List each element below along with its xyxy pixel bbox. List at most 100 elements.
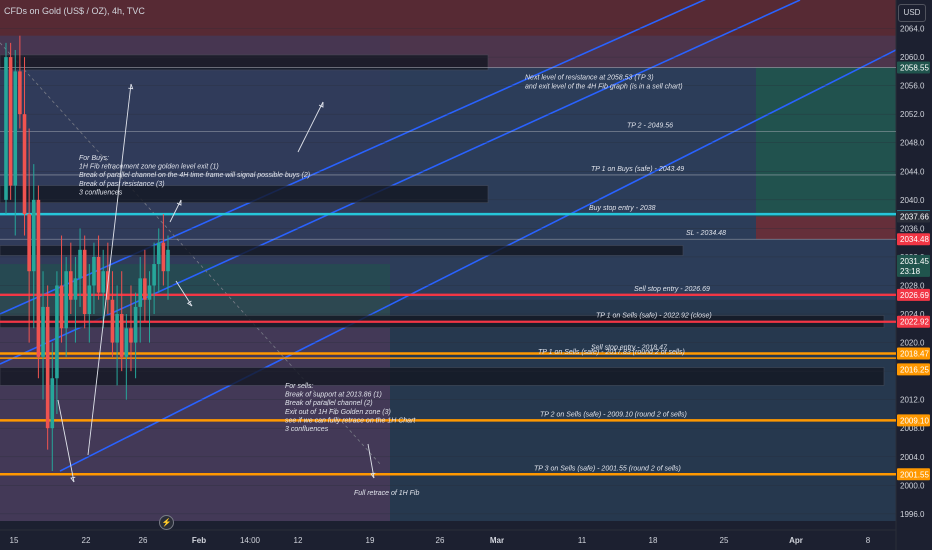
y-tick-label: 2060.0 bbox=[900, 53, 925, 62]
price-badge-label: 2037.66 bbox=[900, 213, 929, 222]
level-label: Next level of resistance at 2058.53 (TP … bbox=[525, 75, 654, 82]
price-badge bbox=[897, 288, 930, 301]
candle-body bbox=[129, 328, 133, 343]
position-stop-zone bbox=[756, 216, 896, 240]
arrow-small-down-head bbox=[186, 300, 193, 307]
x-tick-label: 26 bbox=[139, 536, 148, 545]
y-tick-label: 2056.0 bbox=[900, 82, 925, 91]
candle-body bbox=[31, 199, 36, 272]
x-tick-label: 22 bbox=[82, 536, 91, 545]
y-tick-label: 2012.0 bbox=[900, 396, 925, 405]
price-badge bbox=[897, 468, 930, 481]
sell-annotation-line: For sells: bbox=[285, 383, 313, 390]
buy-annotation-line: Break of past resistance (3) bbox=[79, 181, 165, 188]
resistance-box bbox=[0, 54, 489, 71]
candle-body bbox=[124, 328, 129, 357]
y-tick-label: 2020.0 bbox=[900, 339, 925, 348]
candle-body bbox=[161, 242, 166, 272]
buy-annotation-line: Break of parallel channel on the 4H time… bbox=[79, 172, 310, 179]
candle-body bbox=[156, 242, 161, 265]
candle-body bbox=[133, 306, 138, 343]
candle-body bbox=[27, 214, 31, 272]
arrow-retrace-down bbox=[367, 443, 375, 479]
candle-body bbox=[45, 306, 50, 429]
candle-body bbox=[152, 264, 156, 286]
candle-body bbox=[18, 71, 22, 115]
x-tick-label: 12 bbox=[294, 536, 303, 545]
lightning-icon[interactable]: ⚡ bbox=[159, 515, 174, 530]
y-tick-label: 2064.0 bbox=[900, 25, 925, 34]
price-badge bbox=[897, 61, 930, 74]
x-tick-label: Apr bbox=[789, 536, 803, 545]
level-label: TP 3 on Sells (safe) - 2001.55 (round 2 … bbox=[534, 465, 681, 472]
y-tick-label: 2000.0 bbox=[900, 481, 925, 490]
price-badge-label: 2001.55 bbox=[900, 470, 929, 479]
y-tick-label: 2052.0 bbox=[900, 110, 925, 119]
candle-body bbox=[115, 314, 119, 343]
x-tick-label: Feb bbox=[192, 536, 206, 545]
sell-annotation-line: Break of parallel channel (2) bbox=[285, 400, 373, 407]
arrow-down bbox=[57, 399, 75, 483]
symbol-title: CFDs on Gold (US$ / OZ), 4h, TVC bbox=[4, 6, 145, 16]
support-box bbox=[0, 367, 885, 386]
sell-risk-zone bbox=[0, 294, 390, 521]
level-label: TP 1 on Sells (safe) - 2017.83 (round 2 … bbox=[538, 349, 685, 356]
candle-body bbox=[78, 249, 82, 279]
price-badge bbox=[897, 264, 930, 277]
price-badge bbox=[897, 315, 930, 328]
candle-body bbox=[143, 278, 147, 300]
y-tick-label: 1996.0 bbox=[900, 510, 925, 519]
y-tick-label: 2028.0 bbox=[900, 281, 925, 290]
candle-body bbox=[73, 278, 78, 300]
price-badge bbox=[897, 254, 930, 267]
y-tick-label: 2040.0 bbox=[900, 196, 925, 205]
currency-button[interactable]: USD bbox=[898, 4, 926, 22]
y-tick-label: 2024.0 bbox=[900, 310, 925, 319]
price-badge-label: 2016.25 bbox=[900, 365, 929, 374]
buy-annotation-line: For Buys: bbox=[79, 155, 109, 162]
candle-body bbox=[96, 256, 101, 293]
arrow-long-up-head bbox=[128, 83, 134, 90]
candle-body bbox=[4, 57, 8, 200]
level-label: Sell stop entry - 2018.47 bbox=[591, 344, 668, 351]
sl-box bbox=[0, 245, 684, 256]
candle-body bbox=[41, 306, 45, 357]
level-label: Buy stop entry - 2038 bbox=[589, 205, 656, 212]
channel-upper-line bbox=[0, 0, 801, 365]
price-badge-label: 2058.55 bbox=[900, 63, 929, 72]
arrow-down-head bbox=[70, 476, 76, 483]
candle-body bbox=[36, 199, 41, 357]
candle-body bbox=[59, 285, 64, 329]
candle-body bbox=[50, 378, 55, 429]
x-tick-label: 8 bbox=[866, 536, 871, 545]
price-badge-label: 2034.48 bbox=[900, 235, 929, 244]
sell-annotation-line: Break of support at 2013.86 (1) bbox=[285, 392, 382, 399]
arrow-long-up bbox=[87, 83, 132, 456]
y-tick-label: 2004.0 bbox=[900, 453, 925, 462]
price-badge bbox=[897, 363, 930, 376]
arrow-retrace-down-head bbox=[370, 472, 376, 479]
price-badge-label: 2018.47 bbox=[900, 349, 929, 358]
x-tick-label: 11 bbox=[578, 536, 587, 545]
candle-body bbox=[110, 299, 115, 343]
price-badge-label: 2026.69 bbox=[900, 291, 929, 300]
buy-annotation-line: 1H Fib retracement zone golden level exi… bbox=[79, 164, 219, 171]
candle-body bbox=[87, 285, 92, 315]
y-tick-label: 2008.0 bbox=[900, 424, 925, 433]
candle-body bbox=[166, 249, 170, 272]
y-tick-label: 2048.0 bbox=[900, 139, 925, 148]
price-badge bbox=[897, 233, 930, 246]
candle-body bbox=[82, 249, 87, 315]
candle-body bbox=[64, 271, 68, 329]
level-label: SL - 2034.48 bbox=[686, 230, 726, 237]
price-badge-label: 2031.45 bbox=[900, 257, 929, 266]
candle-body bbox=[8, 57, 13, 186]
candle-body bbox=[55, 285, 59, 379]
x-tick-label: 15 bbox=[10, 536, 19, 545]
price-badge bbox=[897, 210, 930, 223]
y-tick-label: 2036.0 bbox=[900, 224, 925, 233]
candle-body bbox=[69, 271, 73, 300]
sell-annotation-line: 3 confluences bbox=[285, 426, 329, 433]
